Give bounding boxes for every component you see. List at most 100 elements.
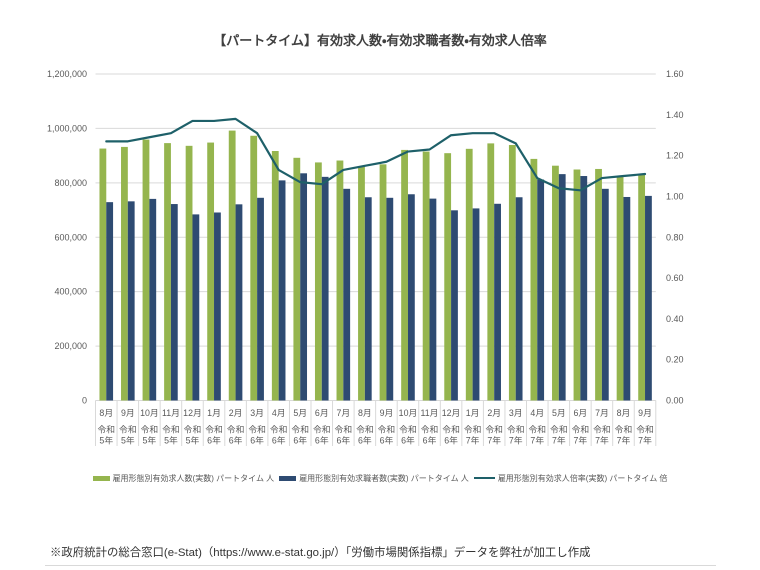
x-axis-era-label: 令和 bbox=[335, 424, 353, 435]
legend-item-bairitsu-label: 雇用形態別有効求人倍率(実数) パートタイム 倍 bbox=[497, 473, 668, 483]
bar-kyujin bbox=[250, 135, 258, 401]
bar-kyushokusha bbox=[106, 202, 114, 401]
bar-kyushokusha bbox=[364, 197, 372, 401]
x-axis-month-label: 8月 bbox=[358, 408, 372, 418]
x-axis-month-label: 10月 bbox=[399, 408, 418, 418]
bar-kyushokusha bbox=[472, 208, 480, 401]
x-axis-era-label: 令和 bbox=[636, 424, 654, 435]
bar-kyujin bbox=[638, 174, 646, 401]
bar-kyushokusha bbox=[623, 196, 631, 401]
x-axis-era-label: 令和 bbox=[184, 424, 202, 435]
x-axis-month-label: 11月 bbox=[421, 408, 439, 418]
x-axis-month-label: 11月 bbox=[162, 408, 180, 418]
bar-kyushokusha bbox=[558, 174, 566, 401]
legend-item-kyushokusha-label: 雇用形態別有効求職者数(実数) パートタイム 人 bbox=[299, 473, 469, 483]
y-axis-right-tick-label: 0.00 bbox=[666, 396, 684, 406]
bar-kyushokusha bbox=[494, 203, 501, 401]
x-axis-era-label: 令和 bbox=[572, 424, 590, 435]
y-axis-right-tick-label: 0.80 bbox=[666, 232, 684, 242]
x-axis-month-label: 2月 bbox=[487, 408, 501, 418]
y-axis-left-tick-label: 1,000,000 bbox=[47, 123, 87, 133]
x-axis-year-label: 7年 bbox=[466, 435, 480, 446]
x-axis-era-label: 令和 bbox=[421, 424, 439, 435]
x-axis-year-label: 5年 bbox=[143, 435, 157, 446]
x-axis-month-label: 9月 bbox=[380, 408, 394, 418]
y-axis-right-tick-label: 0.60 bbox=[666, 273, 684, 283]
legend-item-kyujin: 雇用形態別有効求人数(実数) パートタイム 人 bbox=[92, 473, 274, 484]
x-axis-year-label: 6年 bbox=[401, 435, 415, 446]
bar-kyujin bbox=[616, 176, 624, 401]
x-axis-year-label: 7年 bbox=[574, 435, 588, 446]
bar-kyujin bbox=[401, 149, 408, 401]
bar-kyujin bbox=[185, 145, 193, 401]
x-axis-era-label: 令和 bbox=[464, 424, 482, 435]
bar-kyushokusha bbox=[149, 198, 157, 401]
x-axis-era-label: 令和 bbox=[119, 424, 137, 435]
x-axis-year-label: 7年 bbox=[617, 435, 631, 446]
x-axis-month-label: 5月 bbox=[293, 408, 307, 418]
x-axis-month-label: 6月 bbox=[315, 408, 329, 418]
x-axis-year-label: 6年 bbox=[293, 435, 307, 446]
bar-kyujin bbox=[142, 139, 150, 401]
bar-kyushokusha bbox=[127, 201, 135, 401]
x-axis-era-label: 令和 bbox=[593, 424, 611, 435]
x-axis-era-label: 令和 bbox=[205, 424, 223, 435]
ratio-line bbox=[105, 117, 647, 192]
x-axis-year-label: 6年 bbox=[336, 435, 350, 446]
bar-kyujin bbox=[121, 146, 128, 401]
x-axis-era-label: 令和 bbox=[507, 424, 525, 435]
x-axis-year-label: 6年 bbox=[444, 435, 458, 446]
bar-kyujin bbox=[422, 151, 430, 401]
x-axis-era-label: 令和 bbox=[528, 424, 546, 435]
bairitsu-series-swatch bbox=[473, 476, 495, 480]
y-axis-left-tick-label: 800,000 bbox=[54, 178, 87, 188]
bar-kyushokusha bbox=[235, 204, 243, 401]
x-axis-month-label: 6月 bbox=[574, 408, 588, 418]
bar-kyujin bbox=[508, 145, 516, 401]
x-axis-month-label: 9月 bbox=[638, 408, 652, 418]
bar-kyujin bbox=[530, 158, 538, 401]
x-axis-month-label: 10月 bbox=[140, 408, 159, 418]
y-axis-left-tick-label: 0 bbox=[82, 396, 87, 406]
legend-item-kyushokusha: 雇用形態別有効求職者数(実数) パートタイム 人 bbox=[279, 473, 469, 484]
x-axis-era-label: 令和 bbox=[270, 424, 288, 435]
bar-kyushokusha bbox=[343, 188, 351, 401]
x-axis-month-label: 5月 bbox=[552, 408, 566, 418]
x-axis-month-label: 3月 bbox=[509, 408, 523, 418]
x-axis-month-label: 9月 bbox=[121, 408, 135, 418]
x-axis-year-label: 5年 bbox=[99, 435, 113, 446]
x-axis-year-label: 5年 bbox=[121, 435, 135, 446]
bar-kyushokusha bbox=[451, 210, 458, 401]
x-axis-era-label: 令和 bbox=[378, 424, 396, 435]
bar-kyujin bbox=[271, 150, 279, 401]
x-axis-year-label: 7年 bbox=[487, 435, 501, 446]
bar-kyujin bbox=[595, 168, 602, 401]
x-axis-month-label: 4月 bbox=[272, 408, 286, 418]
x-axis-year-label: 7年 bbox=[530, 435, 544, 446]
x-axis-month-label: 8月 bbox=[99, 408, 113, 418]
bar-kyushokusha bbox=[170, 204, 178, 401]
kyujin-series-swatch bbox=[92, 475, 110, 481]
x-axis-year-label: 6年 bbox=[207, 435, 221, 446]
x-axis-era-label: 令和 bbox=[442, 424, 460, 435]
x-axis-year-label: 6年 bbox=[358, 435, 372, 446]
bar-kyujin bbox=[164, 143, 171, 401]
x-axis-year-label: 5年 bbox=[164, 435, 178, 446]
bar-kyushokusha bbox=[214, 212, 221, 401]
bar-kyushokusha bbox=[300, 173, 308, 401]
x-axis-month-label: 7月 bbox=[595, 408, 609, 418]
legend-item-bairitsu: 雇用形態別有効求人倍率(実数) パートタイム 倍 bbox=[473, 473, 668, 484]
bar-kyujin bbox=[465, 148, 473, 401]
x-axis-year-label: 5年 bbox=[186, 435, 200, 446]
bar-kyushokusha bbox=[321, 176, 329, 401]
x-axis-year-label: 6年 bbox=[272, 435, 286, 446]
bar-kyujin bbox=[358, 166, 365, 401]
bar-kyushokusha bbox=[515, 197, 523, 401]
y-axis-left-tick-label: 1,200,000 bbox=[47, 69, 87, 79]
bar-kyujin bbox=[314, 162, 322, 401]
x-axis-year-label: 6年 bbox=[423, 435, 437, 446]
y-axis-left-tick-label: 400,000 bbox=[54, 287, 87, 297]
y-axis-right-tick-label: 0.40 bbox=[666, 314, 684, 324]
